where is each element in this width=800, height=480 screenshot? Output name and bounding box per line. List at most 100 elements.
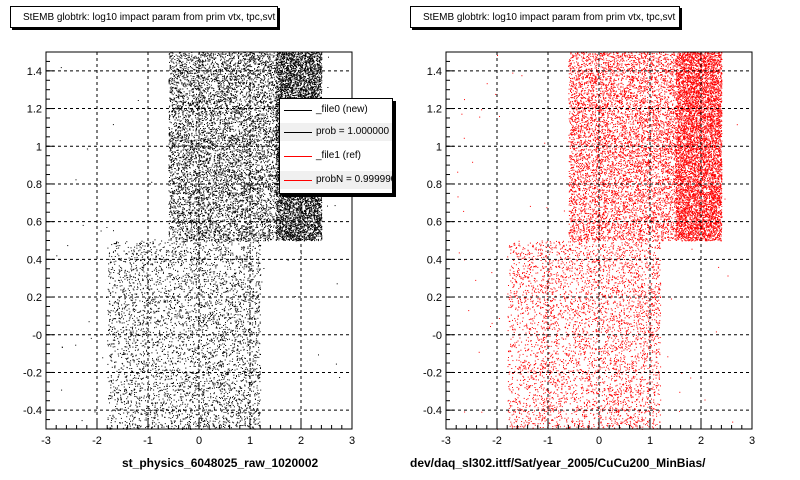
data-point bbox=[152, 422, 153, 423]
data-point bbox=[154, 322, 155, 323]
data-point bbox=[179, 252, 180, 253]
data-point bbox=[177, 279, 178, 280]
data-point bbox=[115, 302, 116, 303]
data-point bbox=[170, 309, 171, 310]
data-point bbox=[229, 317, 230, 318]
data-point bbox=[108, 268, 109, 269]
data-point bbox=[156, 411, 157, 412]
data-point bbox=[176, 411, 177, 412]
data-point bbox=[229, 390, 230, 391]
data-point bbox=[131, 269, 132, 270]
data-point bbox=[136, 381, 137, 382]
data-point bbox=[161, 284, 162, 285]
data-point bbox=[126, 347, 127, 348]
data-point bbox=[177, 316, 178, 317]
data-point bbox=[189, 417, 190, 418]
data-point bbox=[169, 312, 170, 313]
data-point bbox=[149, 298, 150, 299]
data-point bbox=[235, 331, 236, 332]
data-point bbox=[197, 266, 198, 267]
data-point bbox=[146, 301, 147, 302]
data-point bbox=[163, 257, 164, 258]
data-point bbox=[204, 381, 205, 382]
data-point bbox=[140, 388, 141, 389]
data-point bbox=[169, 251, 170, 252]
data-point bbox=[259, 330, 260, 331]
data-point bbox=[246, 380, 247, 381]
data-point bbox=[163, 320, 164, 321]
data-point bbox=[138, 279, 139, 280]
data-point bbox=[201, 394, 202, 395]
data-point bbox=[238, 244, 239, 245]
data-point bbox=[118, 280, 119, 281]
data-point bbox=[214, 290, 215, 291]
data-point bbox=[129, 318, 130, 319]
data-point bbox=[178, 281, 179, 282]
data-point bbox=[155, 406, 156, 407]
data-point bbox=[256, 351, 257, 352]
data-point bbox=[190, 299, 191, 300]
data-point bbox=[159, 308, 160, 309]
data-point bbox=[231, 244, 232, 245]
data-point bbox=[173, 389, 174, 390]
data-point bbox=[222, 316, 223, 317]
data-point bbox=[119, 308, 120, 309]
data-point bbox=[226, 262, 227, 263]
data-point bbox=[230, 354, 231, 355]
data-point bbox=[213, 364, 214, 365]
data-point bbox=[220, 314, 221, 315]
data-point bbox=[211, 381, 212, 382]
data-point bbox=[108, 314, 109, 315]
data-point bbox=[162, 383, 163, 384]
data-point bbox=[129, 393, 130, 394]
data-point bbox=[179, 258, 180, 259]
data-point bbox=[218, 415, 219, 416]
data-point bbox=[177, 416, 178, 417]
data-point bbox=[154, 426, 155, 427]
data-point bbox=[256, 285, 257, 286]
data-point bbox=[188, 315, 189, 316]
data-point bbox=[191, 256, 192, 257]
data-point bbox=[231, 314, 232, 315]
data-point bbox=[124, 394, 125, 395]
data-point bbox=[180, 394, 181, 395]
data-point bbox=[176, 255, 177, 256]
data-point bbox=[254, 319, 255, 320]
data-point bbox=[172, 333, 173, 334]
data-point bbox=[239, 408, 240, 409]
data-point bbox=[173, 256, 174, 257]
data-point bbox=[150, 303, 151, 304]
data-point bbox=[245, 378, 246, 379]
data-point bbox=[213, 273, 214, 274]
data-point bbox=[143, 345, 144, 346]
data-point bbox=[220, 282, 221, 283]
data-point bbox=[144, 260, 145, 261]
data-point bbox=[216, 310, 217, 311]
data-point bbox=[181, 377, 182, 378]
data-point bbox=[161, 270, 162, 271]
data-point bbox=[225, 273, 226, 274]
data-point bbox=[167, 301, 168, 302]
data-point bbox=[257, 273, 258, 274]
data-point bbox=[165, 389, 166, 390]
data-point bbox=[175, 316, 176, 317]
data-point bbox=[222, 355, 223, 356]
data-point bbox=[189, 400, 190, 401]
data-point bbox=[120, 286, 121, 287]
data-point bbox=[243, 295, 244, 296]
data-point bbox=[194, 366, 195, 367]
data-point bbox=[206, 242, 207, 243]
data-point bbox=[236, 273, 237, 274]
data-point bbox=[142, 378, 143, 379]
data-point bbox=[167, 358, 168, 359]
data-point bbox=[258, 299, 259, 300]
data-point bbox=[241, 390, 242, 391]
data-point bbox=[195, 247, 196, 248]
data-point bbox=[212, 388, 213, 389]
data-point bbox=[152, 420, 153, 421]
data-point bbox=[142, 363, 143, 364]
data-point bbox=[146, 377, 147, 378]
data-point bbox=[178, 261, 179, 262]
data-point bbox=[139, 312, 140, 313]
data-point bbox=[153, 393, 154, 394]
